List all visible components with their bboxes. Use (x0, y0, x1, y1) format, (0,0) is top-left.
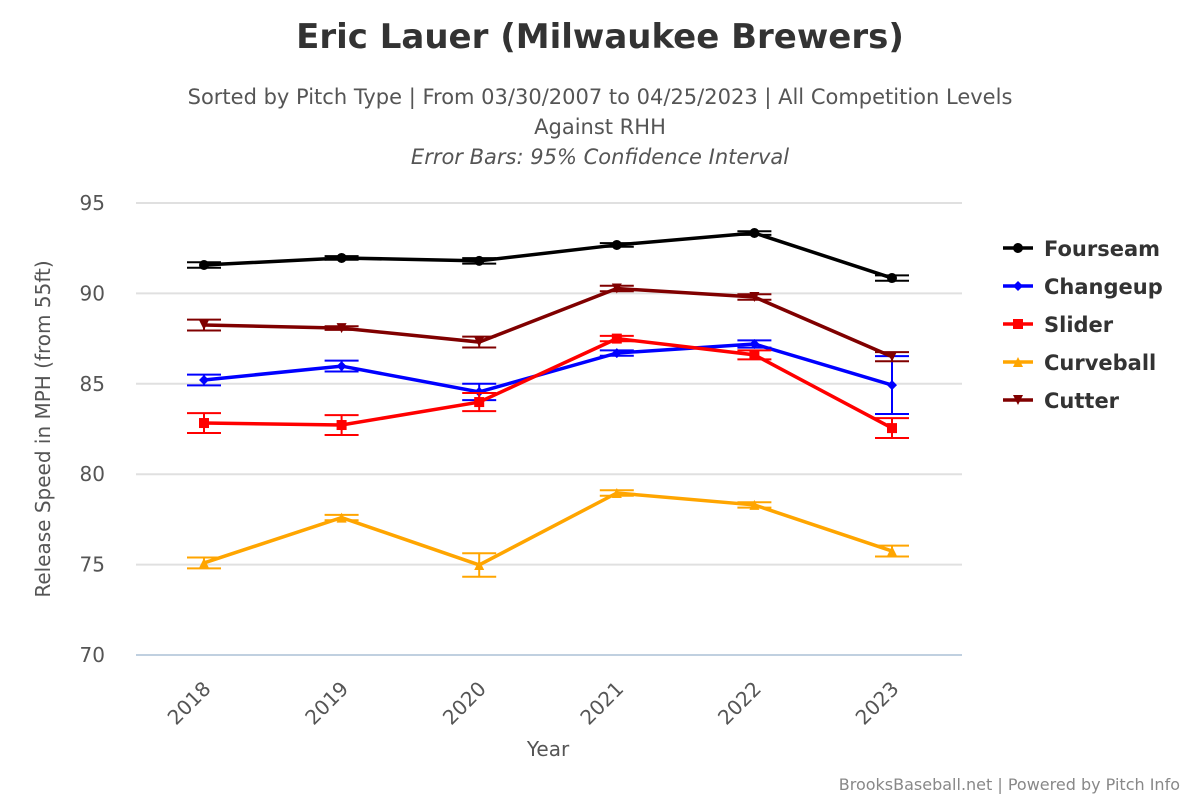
chart-subtitle-note: Error Bars: 95% Confidence Interval (411, 145, 789, 169)
data-point[interactable] (611, 488, 622, 499)
y-tick-label: 90 (80, 281, 105, 305)
chart-subtitle-1: Sorted by Pitch Type | From 03/30/2007 t… (188, 85, 1013, 110)
series-line (203, 342, 893, 394)
data-point[interactable] (199, 375, 209, 386)
series-line (203, 336, 893, 430)
series-line (203, 491, 893, 567)
data-point[interactable] (887, 351, 897, 362)
data-point[interactable] (336, 512, 347, 523)
data-point[interactable] (749, 349, 760, 360)
legend-item-cutter[interactable]: Cutter (1003, 389, 1120, 413)
data-point[interactable] (887, 546, 897, 557)
data-point[interactable] (336, 361, 347, 372)
y-tick-label: 80 (80, 462, 105, 486)
series-curveball (187, 488, 909, 578)
data-point[interactable] (749, 499, 760, 510)
legend-label: Fourseam (1044, 237, 1160, 261)
series-line (203, 231, 893, 280)
y-tick-label: 95 (80, 191, 105, 215)
y-axis-label: Release Speed in MPH (from 55ft) (31, 260, 55, 597)
x-tick-label: 2019 (300, 677, 353, 730)
data-point[interactable] (336, 323, 347, 334)
legend-label: Cutter (1044, 389, 1120, 413)
credits[interactable]: BrooksBaseball.net | Powered by Pitch In… (839, 775, 1180, 794)
legend-marker-icon (1013, 357, 1023, 367)
data-point[interactable] (199, 557, 209, 568)
y-tick-label: 85 (80, 372, 105, 396)
x-tick-label: 2023 (851, 677, 904, 730)
data-point[interactable] (611, 348, 622, 359)
legend-item-slider[interactable]: Slider (1003, 313, 1114, 337)
legend-marker-icon (1013, 243, 1023, 253)
series-changeup (187, 339, 909, 415)
legend-label: Slider (1044, 313, 1114, 337)
legend-item-fourseam[interactable]: Fourseam (1003, 237, 1160, 261)
data-point[interactable] (474, 337, 485, 348)
data-point[interactable] (474, 559, 485, 570)
series-fourseam (187, 228, 909, 284)
y-tick-label: 70 (80, 643, 105, 667)
data-point[interactable] (749, 228, 760, 239)
data-point[interactable] (611, 239, 622, 250)
chart-subtitle-2: Against RHH (534, 115, 666, 139)
data-point[interactable] (474, 255, 485, 266)
chart-title: Eric Lauer (Milwaukee Brewers) (296, 17, 904, 57)
data-point[interactable] (611, 333, 622, 344)
data-point[interactable] (887, 380, 897, 391)
x-axis-label: Year (526, 737, 570, 761)
legend-marker-icon (1013, 281, 1023, 291)
data-point[interactable] (749, 292, 760, 303)
series-cutter (187, 283, 909, 363)
legend-marker-icon (1013, 395, 1023, 405)
series-line (203, 286, 893, 359)
x-tick-label: 2021 (575, 677, 628, 730)
legend-marker-icon (1013, 319, 1023, 329)
x-tick-label: 2018 (163, 677, 216, 730)
data-point[interactable] (887, 423, 897, 434)
y-tick-label: 75 (80, 553, 105, 577)
data-point[interactable] (336, 252, 347, 263)
data-point[interactable] (199, 320, 209, 331)
legend-label: Changeup (1044, 275, 1163, 299)
data-point[interactable] (474, 386, 485, 397)
data-point[interactable] (199, 260, 209, 271)
data-point[interactable] (611, 283, 622, 294)
data-point[interactable] (474, 397, 485, 408)
series-slider (187, 333, 909, 440)
legend-label: Curveball (1044, 351, 1156, 375)
legend-item-curveball[interactable]: Curveball (1003, 351, 1156, 375)
x-tick-label: 2022 (713, 677, 766, 730)
legend-item-changeup[interactable]: Changeup (1003, 275, 1163, 299)
data-point[interactable] (336, 420, 347, 431)
data-point[interactable] (887, 273, 897, 284)
x-tick-label: 2020 (438, 677, 491, 730)
data-point[interactable] (749, 339, 760, 350)
data-point[interactable] (199, 418, 209, 429)
